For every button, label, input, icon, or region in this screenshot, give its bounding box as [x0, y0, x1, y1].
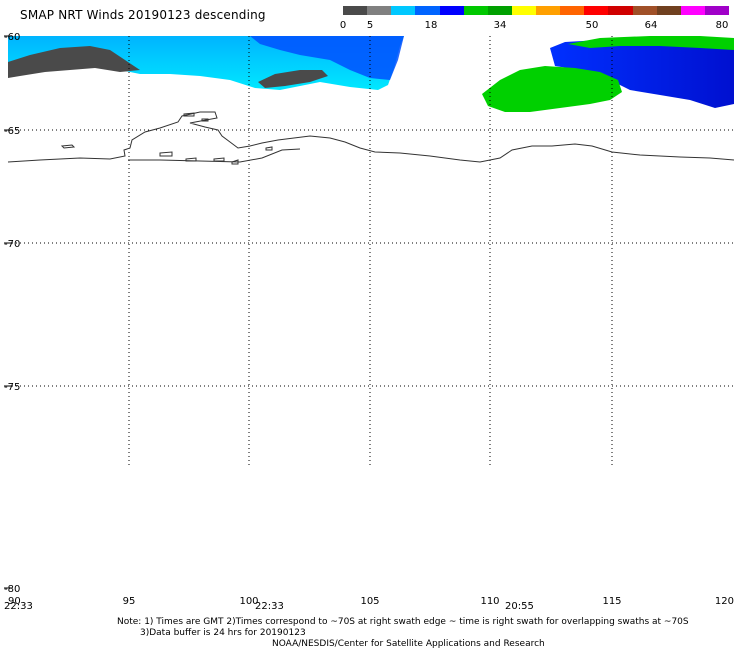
longitude-label: 90	[8, 596, 21, 607]
colorbar-segment	[704, 6, 729, 15]
wind-swath-right-green-top	[568, 36, 734, 50]
swath-time-label: 22:33	[255, 601, 284, 612]
colorbar-segment	[487, 6, 512, 15]
latitude-label: -70	[4, 239, 20, 250]
coastline	[7, 111, 735, 165]
lat-lon-grid	[8, 36, 734, 466]
colorbar-segment	[632, 6, 657, 15]
wind-swath-right-blue	[550, 38, 734, 108]
colorbar-label: 64	[644, 20, 658, 31]
colorbar-segment	[415, 6, 440, 15]
colorbar-segment	[463, 6, 488, 15]
colorbar-segment	[391, 6, 416, 15]
colorbar-label: 5	[366, 20, 374, 31]
colorbar-label: 18	[424, 20, 438, 31]
longitude-label: 110	[480, 596, 499, 607]
colorbar-label: 34	[493, 20, 507, 31]
colorbar-segment	[656, 6, 681, 15]
calm-patch-1	[8, 46, 140, 78]
longitude-label: 120	[715, 596, 734, 607]
longitude-label: 105	[360, 596, 379, 607]
longitude-label: 115	[602, 596, 621, 607]
calm-patch-2	[258, 70, 328, 88]
longitude-label: 95	[123, 596, 136, 607]
latitude-label: -60	[4, 32, 20, 43]
wind-swath-left-blue	[250, 36, 404, 80]
colorbar-segment	[680, 6, 705, 15]
colorbar-segment	[367, 6, 392, 15]
colorbar-segment	[343, 6, 368, 15]
swath-time-label: 22:33	[4, 601, 33, 612]
colorbar-segment	[584, 6, 609, 15]
colorbar-label: 0	[339, 20, 347, 31]
latitude-label: -75	[4, 382, 20, 393]
colorbar-label: 80	[715, 20, 729, 31]
colorbar-segment	[560, 6, 585, 15]
note-line-1: Note: 1) Times are GMT 2)Times correspon…	[117, 617, 689, 627]
colorbar-segment	[608, 6, 633, 15]
note-line-2: 3)Data buffer is 24 hrs for 20190123	[140, 628, 306, 638]
swath-time-label: 20:55	[505, 601, 534, 612]
colorbar-segment	[536, 6, 561, 15]
wind-speed-colorbar	[343, 6, 729, 15]
colorbar-segment	[439, 6, 464, 15]
credit-line: NOAA/NESDIS/Center for Satellite Applica…	[272, 639, 545, 649]
latitude-label: -80	[4, 584, 20, 595]
longitude-label: 100	[239, 596, 258, 607]
colorbar-segment	[511, 6, 536, 15]
map-title: SMAP NRT Winds 20190123 descending	[20, 8, 266, 22]
wind-swath-right-green	[482, 66, 622, 112]
colorbar-label: 50	[585, 20, 599, 31]
latitude-label: -65	[4, 126, 20, 137]
